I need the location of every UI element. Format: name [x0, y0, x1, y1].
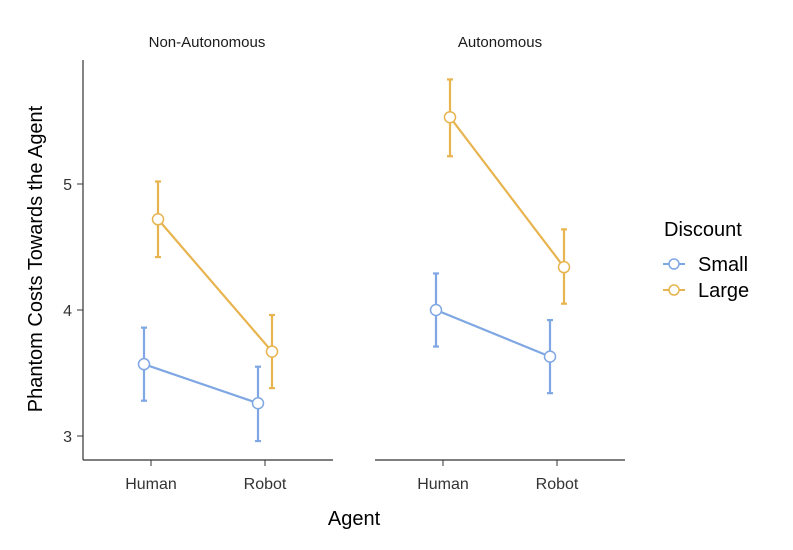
series-line-large — [157, 218, 273, 353]
x-axis-title: Agent — [328, 508, 381, 530]
y-ticks: 3 4 5 — [63, 177, 83, 446]
series-line-small — [143, 363, 259, 405]
y-axis-title: Phantom Costs Towards the Agent — [25, 105, 47, 412]
y-tick-label: 5 — [63, 177, 72, 194]
x-ticks: Human Robot — [417, 460, 579, 493]
series-marks — [137, 180, 279, 443]
legend-item-large: Large — [663, 280, 749, 302]
data-point — [557, 260, 571, 274]
data-point — [251, 396, 265, 410]
data-point — [543, 350, 557, 363]
y-tick-label: 4 — [63, 303, 72, 320]
data-point — [151, 213, 165, 226]
y-tick-label: 3 — [63, 429, 72, 446]
series-line-large — [449, 116, 565, 268]
data-point — [265, 345, 279, 358]
series-line-small — [435, 308, 551, 358]
x-ticks: Human Robot — [125, 460, 287, 493]
data-point — [137, 357, 151, 371]
panel-title-autonomous: Autonomous — [458, 34, 542, 51]
series-marks — [429, 78, 571, 395]
panel-title-non-autonomous: Non-Autonomous — [149, 34, 266, 51]
legend-label-small: Small — [698, 254, 748, 276]
legend-key-point — [668, 258, 680, 270]
x-tick-label: Robot — [536, 476, 579, 493]
x-tick-label: Human — [417, 476, 469, 493]
legend: Discount Small Large — [663, 219, 749, 302]
legend-item-small: Small — [663, 254, 748, 276]
data-point — [443, 110, 457, 124]
panel-non-autonomous: 3 4 5 Human Robot — [63, 60, 333, 493]
panel-autonomous: Human Robot — [375, 78, 625, 493]
legend-key-point — [668, 284, 680, 296]
legend-label-large: Large — [698, 280, 749, 302]
data-point — [429, 303, 443, 317]
legend-title: Discount — [664, 219, 742, 241]
x-tick-label: Robot — [244, 476, 287, 493]
x-tick-label: Human — [125, 476, 177, 493]
